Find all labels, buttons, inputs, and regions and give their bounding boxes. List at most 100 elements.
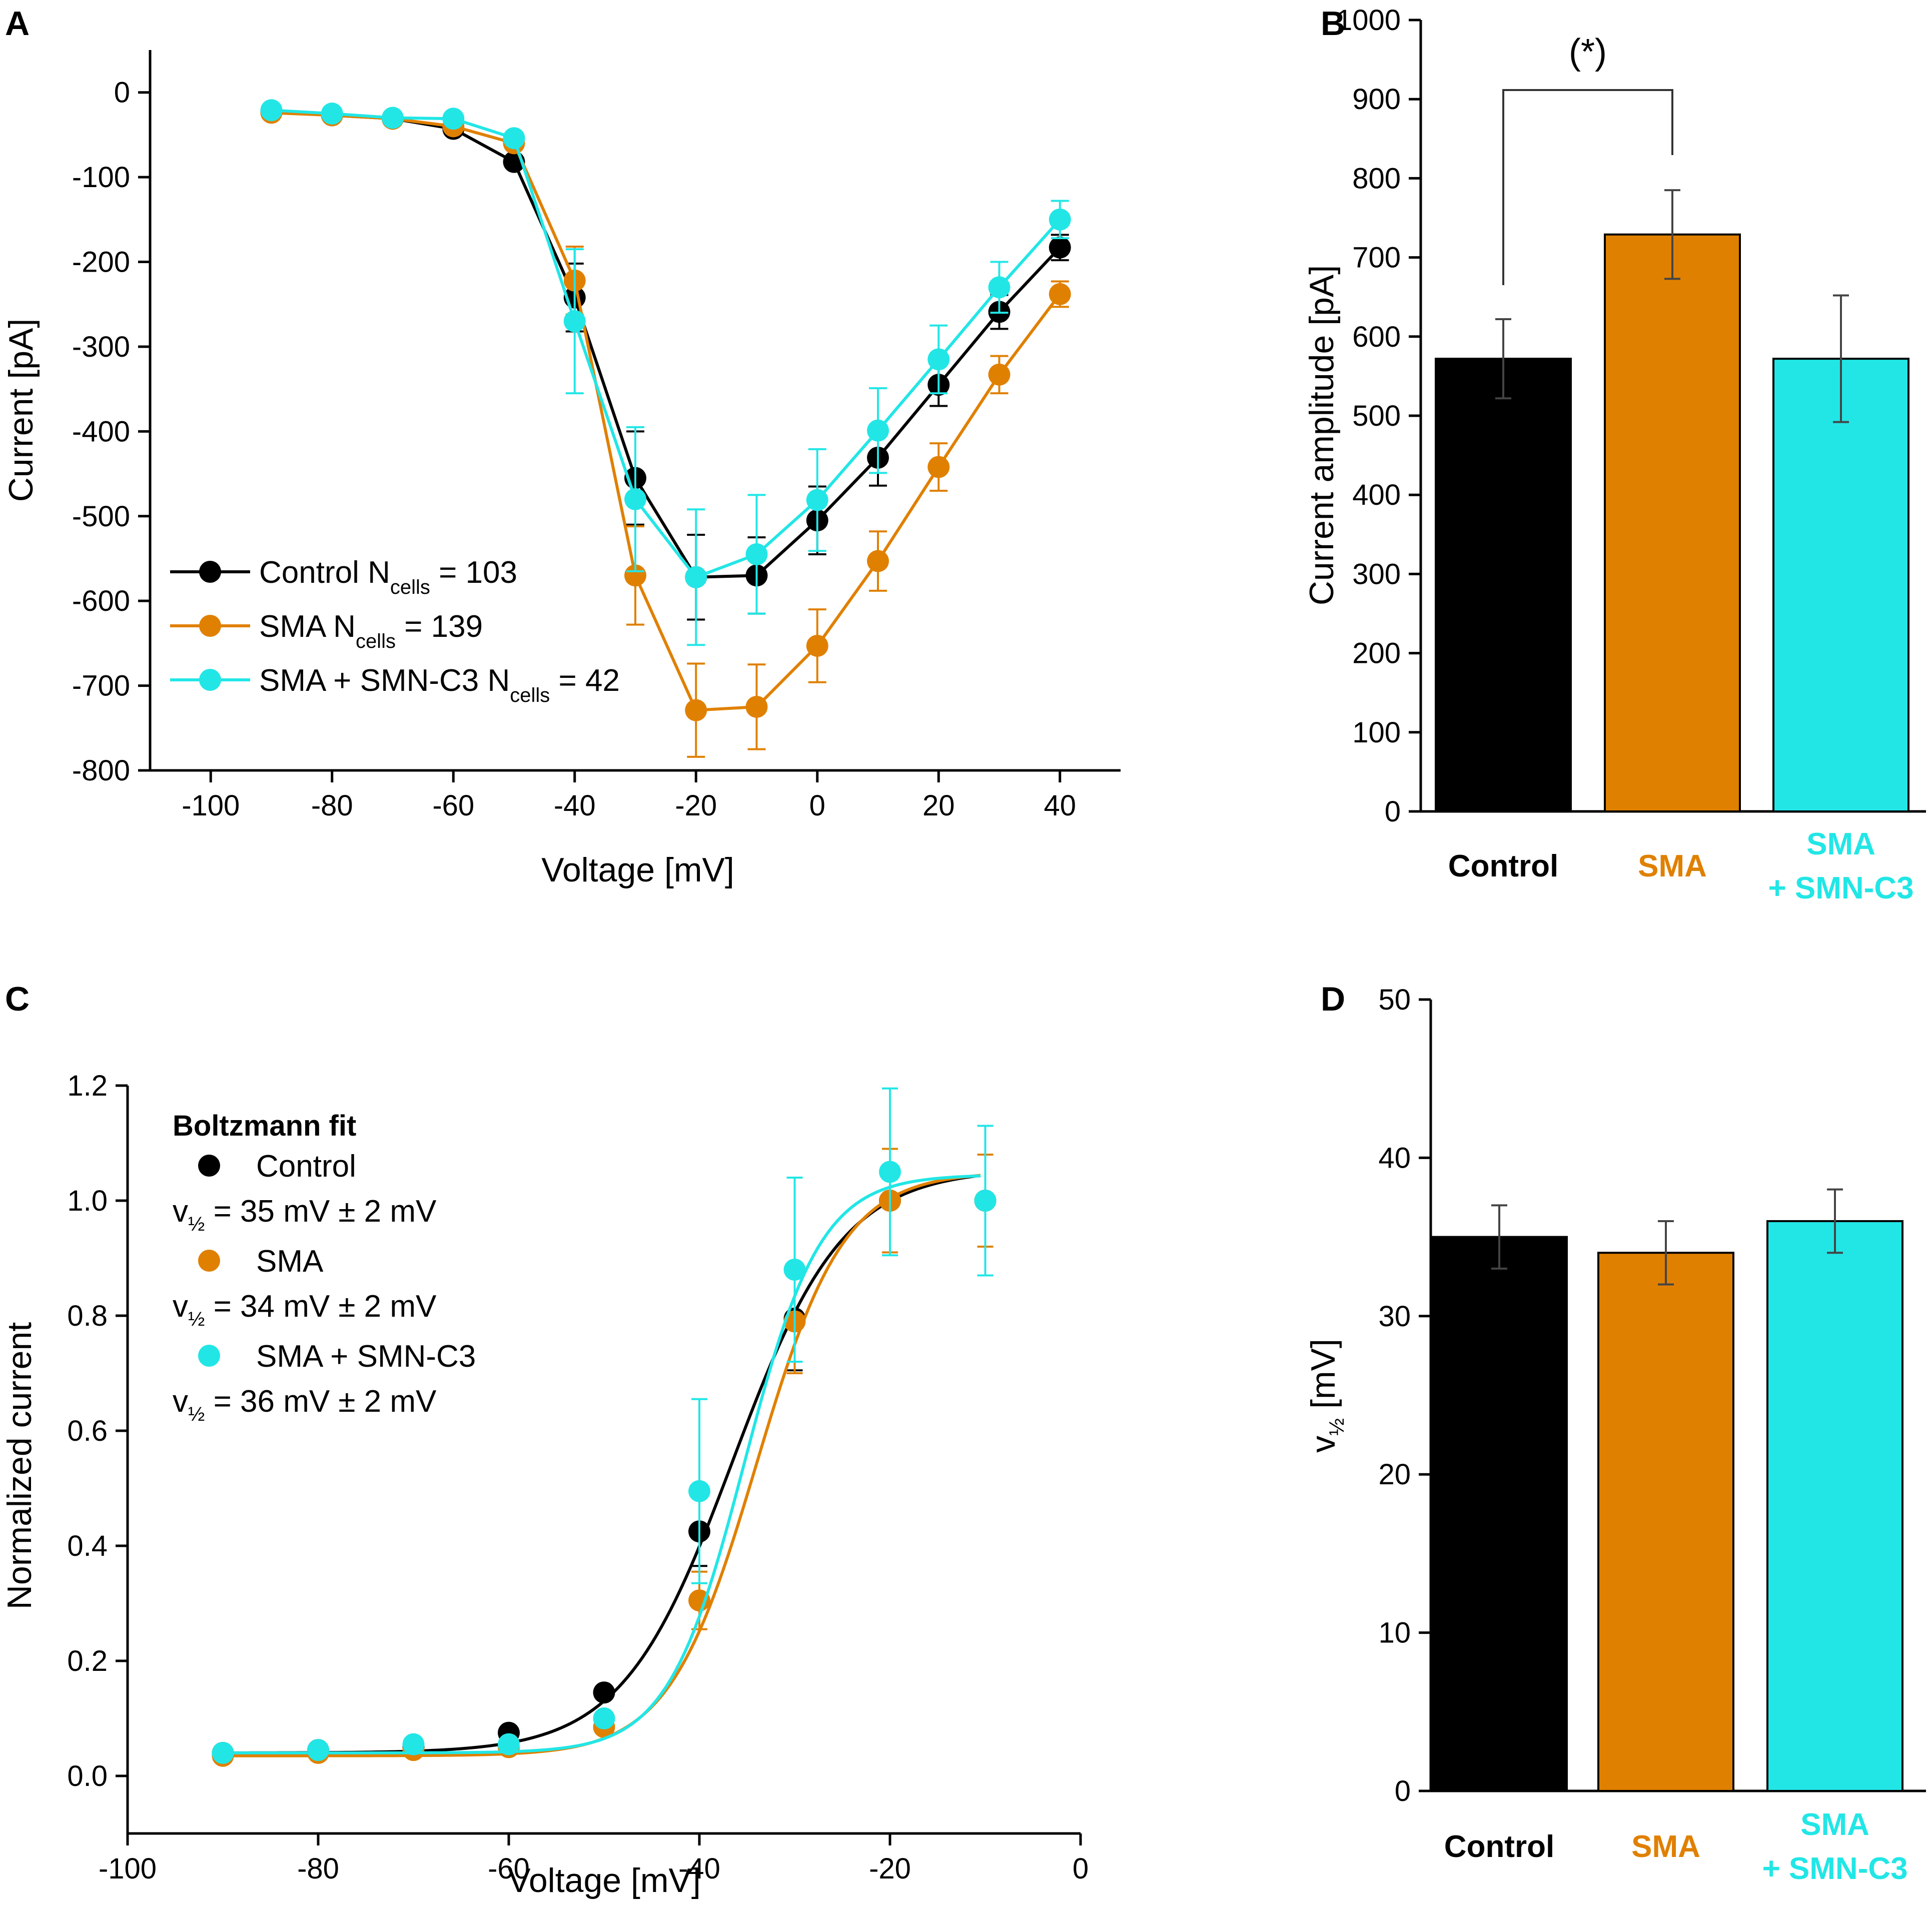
- panel-b-y-tick-label: 0: [1385, 795, 1401, 828]
- panel-d-y-label: v½ [mV]: [1304, 1339, 1348, 1453]
- panel-d-y-label-part: [mV]: [1304, 1339, 1342, 1418]
- panel-c-y-label-part: Normalized current: [1, 1322, 39, 1610]
- panel-c-legend-fit-text: = 35 mV ± 2 mV: [205, 1194, 437, 1229]
- panel-d-category-label: Control: [1444, 1829, 1554, 1864]
- panel-a-x-tick-label: -20: [675, 789, 717, 822]
- panel-d-y-tick-label: 30: [1378, 1300, 1411, 1333]
- panel-a-y-tick-label: -700: [72, 670, 130, 702]
- panel-c-legend-marker: [198, 1345, 220, 1367]
- panel-d-category-label: SMA: [1800, 1807, 1869, 1842]
- panel-a-legend-smn: SMA + SMN-C3 Ncells = 42: [259, 663, 620, 706]
- panel-b-y-tick-label: 100: [1352, 716, 1401, 749]
- panel-a-x-tick-label: 20: [922, 789, 955, 822]
- panel-a-smn-point: [927, 348, 950, 371]
- panel-d-y-tick-label: 40: [1378, 1142, 1411, 1174]
- panel-c-smn-point: [498, 1733, 520, 1755]
- panel-a-smn-point: [1049, 208, 1071, 231]
- panel-a-sma-point: [988, 363, 1011, 386]
- panel-d-bar-smn: [1766, 1220, 1903, 1792]
- panel-c-smn-point: [212, 1742, 234, 1764]
- panel-d-y-tick-label: 10: [1378, 1617, 1411, 1649]
- panel-b-y-tick-label: 200: [1352, 637, 1401, 670]
- panel-a-sma-point: [806, 634, 828, 657]
- panel-b-category-label: Control: [1448, 849, 1558, 883]
- panel-d-y-label-part: ½: [1325, 1418, 1348, 1436]
- panel-c-smn-fit-curve: [223, 1174, 981, 1754]
- panel-c-legend-marker: [198, 1250, 220, 1272]
- panel-c-legend-fit-smn: v½ = 36 mV ± 2 mV: [173, 1384, 437, 1425]
- panel-a-x-tick-label: -80: [311, 789, 353, 822]
- panel-b-y-tick-label: 400: [1352, 479, 1401, 511]
- panel-c-smn-point: [593, 1707, 615, 1729]
- panel-a-smn-point: [260, 99, 283, 122]
- panel-label-B: B: [1321, 5, 1345, 43]
- panel-c-y-tick-label: 0.8: [67, 1300, 108, 1332]
- panel-c-legend-sma: SMA: [256, 1244, 324, 1279]
- panel-c-legend-fit-text: v: [173, 1384, 188, 1419]
- panel-c-x-tick-label: -40: [678, 1852, 720, 1885]
- panel-a-y-tick-label: -600: [72, 585, 130, 617]
- panel-a-sma-line: [271, 111, 1062, 712]
- panel-c-sma-point: [688, 1589, 710, 1612]
- panel-b-bar-smn: [1772, 358, 1909, 812]
- panel-label-A: A: [5, 5, 30, 43]
- panel-a-x-tick-label: -40: [554, 789, 596, 822]
- panel-c-y-tick-label: 0.6: [67, 1415, 108, 1447]
- panel-a-smn-point: [442, 108, 465, 130]
- panel-a-x-tick-label: 40: [1044, 789, 1076, 822]
- panel-a-y-tick-label: -200: [72, 246, 130, 279]
- panel-a-y-label-part: Current [pA]: [2, 319, 40, 502]
- panel-a-legend-text: SMA + SMN-C3 N: [259, 663, 510, 698]
- panel-c: 0.0 0.2 0.4 0.6 0.8 1.0 1.2 -100 -80 -60 -40 -20 0 Vo…: [1, 1070, 1089, 1899]
- panel-a-y-tick-label: -100: [72, 161, 130, 194]
- panel-a-smn-point: [745, 543, 768, 565]
- panel-a-sma-point: [745, 695, 768, 718]
- panel-a-legend-text: = 139: [396, 609, 483, 644]
- panel-label-D: D: [1321, 980, 1345, 1018]
- panel-a-legend-text: = 103: [430, 555, 517, 590]
- panel-a-legend-sma: SMA Ncells = 139: [259, 609, 483, 652]
- panel-a-smn-point: [806, 489, 828, 511]
- panel-b-category-label: SMA: [1806, 827, 1875, 861]
- panel-c-sma-fit-curve: [223, 1174, 981, 1757]
- panel-d-y-label-part: v: [1304, 1436, 1342, 1453]
- panel-a-control-point: [1049, 236, 1071, 259]
- panel-c-x-tick-label: -100: [99, 1852, 157, 1885]
- panel-a-smn-point: [685, 566, 707, 588]
- panel-c-legend-marker: [198, 1155, 220, 1177]
- panel-c-smn-point: [688, 1480, 710, 1502]
- panel-c-legend-fit-sma: v½ = 34 mV ± 2 mV: [173, 1289, 437, 1330]
- panel-a-legend-text: cells: [510, 684, 550, 706]
- panel-a-sma-point: [685, 699, 707, 721]
- panel-d-y-tick-label: 0: [1395, 1775, 1411, 1807]
- panel-c-x-tick-label: 0: [1073, 1852, 1089, 1885]
- panel-a-legend-text: Control N: [259, 555, 390, 590]
- panel-a-control-line: [271, 110, 1061, 579]
- panel-c-smn-point: [783, 1259, 806, 1281]
- panel-b-y-tick-label: 700: [1352, 242, 1401, 274]
- panel-a-smn-point: [867, 419, 889, 442]
- panel-c-x-tick-label: -20: [869, 1852, 911, 1885]
- panel-a-legend-text: cells: [356, 630, 396, 652]
- panel-a-x-label: Voltage [mV]: [541, 851, 734, 889]
- panel-a-smn-point: [988, 276, 1011, 299]
- panel-a-x-tick-label: 0: [809, 789, 825, 822]
- panel-d-category-label: SMA: [1631, 1829, 1700, 1864]
- panel-a-legend-marker: [199, 615, 221, 637]
- panel-b-y-tick-label: 600: [1352, 321, 1401, 353]
- panel-a-legend-control: Control Ncells = 103: [259, 555, 517, 598]
- panel-a-smn-line: [271, 109, 1061, 579]
- panel-a-x-tick-label: -100: [182, 789, 240, 822]
- panel-a-sma-point: [1049, 283, 1071, 305]
- panel-c-legend-control: Control: [256, 1149, 356, 1184]
- panel-b-bar-sma: [1604, 233, 1741, 812]
- panel-d-y-tick-label: 20: [1378, 1458, 1411, 1491]
- panel-c-legend-fit-text: v: [173, 1194, 188, 1229]
- panel-d-bar-control: [1431, 1236, 1568, 1792]
- panel-a-smn-point: [321, 103, 343, 125]
- panel-a-smn-point: [563, 310, 586, 333]
- panel-c-legend-title: Boltzmann fit: [173, 1110, 356, 1142]
- panel-b-significance-bracket: [1502, 89, 1673, 285]
- panel-b-significance-label: (*): [1569, 32, 1607, 72]
- panel-c-legend-fit-control: v½ = 35 mV ± 2 mV: [173, 1194, 437, 1235]
